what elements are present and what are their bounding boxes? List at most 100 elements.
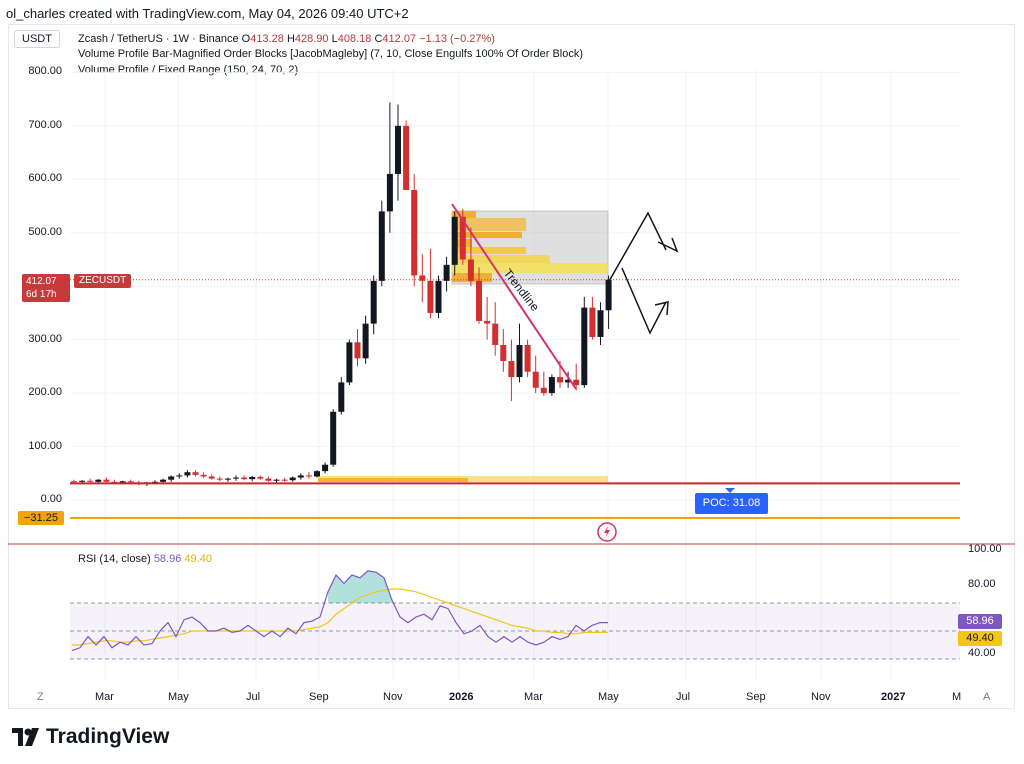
poc-pointer [725,488,735,493]
candle-body [459,216,466,260]
candle-body [176,475,183,477]
candle-body [605,279,612,311]
x-tick-label: 2027 [881,691,906,703]
x-tick-label: May [598,691,619,703]
projection-up-arrowhead [657,237,679,253]
candle-body [548,377,555,394]
poc-label: POC: 31.08 [695,493,768,514]
candle-body [565,379,572,383]
ohlc-high-label: H [286,33,295,45]
candle-body [79,480,86,482]
projection-down-arrowhead [654,301,669,316]
y-tick-label: 100.00 [28,439,62,452]
ohlc-low: 408.18 [337,33,372,45]
candle-body [281,479,288,481]
rsi-ma-value: 49.40 [184,553,212,565]
volume-profile-bar [452,247,526,254]
symbol-tag: ZECUSDT [74,274,132,288]
bar-countdown: 6d 17h [26,289,57,300]
x-tick-label: Mar [95,691,114,703]
rsi-tick-label: 40.00 [968,647,996,659]
y-tick-label: 600.00 [28,172,62,185]
rsi-ma-line [72,588,608,646]
projection-down-path [621,267,667,335]
candle-body [305,475,312,477]
candle-body [532,371,539,388]
symbol-name[interactable]: Zcash / TetherUS · 1W · Binance [78,33,239,45]
candle-body [589,307,596,337]
chart-credit: ol_charles created with TradingView.com,… [6,6,409,21]
x-tick-label: Mar [524,691,543,703]
x-tick-label: Sep [309,691,329,703]
candle-body [435,280,442,313]
candle-body [581,307,588,386]
x-tick-label: Jul [676,691,691,703]
candle-body [476,280,482,321]
x-tick-label: Sep [746,691,766,703]
candle-body [338,382,345,412]
ohlc-open-label: O [241,33,251,45]
rsi-line [71,570,608,652]
candle-body [249,477,256,480]
alert-icon-bolt [604,526,610,538]
candle-body [160,479,167,482]
candle-body [524,344,531,372]
timezone-button[interactable]: Z [37,691,44,703]
candle-body [557,377,563,383]
volume-profile-bar [452,232,522,238]
ohlc-close: 412.07 [382,33,417,45]
x-tick-label: Jul [246,691,261,703]
x-tick-label: M [952,691,962,703]
rsi-legend[interactable]: RSI (14, close) 58.96 49.40 [78,553,212,565]
candle-body [168,476,175,480]
ohlc-close-label: C [374,33,383,45]
candle-body [492,323,499,345]
candle-body [516,344,523,378]
candle-body [403,125,410,190]
candle-body [395,125,401,174]
candle-body [184,472,191,476]
candle-body [500,344,507,362]
candle-body [87,480,94,482]
x-tick-label: 2026 [449,691,474,703]
tradingview-logo-text: TradingView [46,725,170,748]
rsi-value-badge: 58.96 [958,614,1002,629]
candle-body [362,323,369,359]
indicator-legend-order-blocks[interactable]: Volume Profile Bar-Magnified Order Block… [78,48,584,60]
y-tick-label: 200.00 [28,386,62,399]
candle-body [192,472,199,475]
symbol-legend: Zcash / TetherUS · 1W · Binance O413.28 … [78,33,495,45]
candle-body [378,211,385,281]
candle-body [119,481,126,483]
alert-icon [597,522,617,542]
rsi-title: RSI (14, close) [78,553,151,565]
candle-body [216,478,223,480]
ohlc-high: 428.90 [294,33,329,45]
x-tick-label: May [168,691,189,703]
candle-body [411,189,418,276]
last-price-badge: 412.07 6d 17h ZECUSDT [22,274,132,302]
y-tick-label: 800.00 [28,65,62,78]
candle-body [71,481,77,483]
candle-body [386,173,393,212]
chart-frame [8,24,1015,709]
candle-body [257,477,264,479]
candle-body [95,479,102,482]
candle-body [443,264,450,281]
candle-body [467,259,474,281]
indicator-legend-volume-profile[interactable]: Volume Profile / Fixed Range (150, 24, 7… [78,64,299,76]
currency-selector[interactable]: USDT [14,30,60,48]
candle-body [152,481,158,483]
auto-scale-button[interactable]: A [983,691,991,703]
rsi-tick-label: 100.00 [968,543,1002,555]
ohlc-low-label: L [331,33,338,45]
rsi-ma-badge: 49.40 [958,631,1002,646]
candle-body [346,342,353,383]
candle-body [200,474,207,477]
candle-body [208,476,215,479]
candle-body [484,320,491,324]
rsi-overbought-fill [328,570,392,603]
y-tick-label: 500.00 [28,225,62,238]
candle-body [273,479,280,481]
